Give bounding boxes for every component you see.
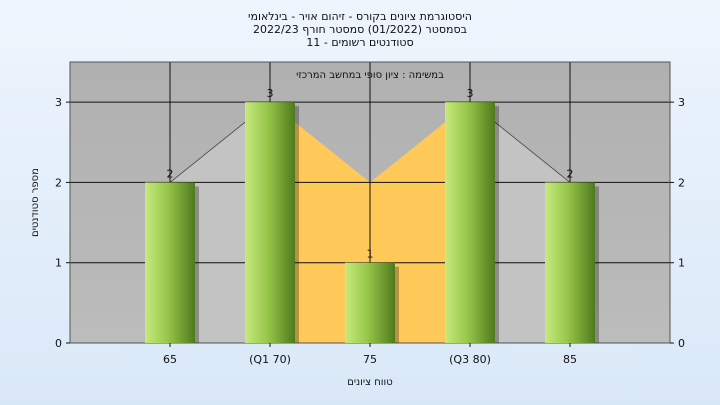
x-tick-label: 85 — [563, 353, 577, 366]
bar-(Q1 70) — [245, 102, 295, 344]
data-label: 3 — [267, 87, 274, 100]
chart-subtitle: במשימה : ציון סופי במחשב המרכזי — [296, 70, 444, 81]
chart-title: היסטוגרמת ציונים בקורס - זיהום אויר - בי… — [0, 10, 720, 49]
y-tick-label-right: 1 — [678, 257, 685, 270]
x-tick-label: (Q3 80) — [449, 353, 491, 366]
y-tick-label-right: 2 — [678, 176, 685, 189]
y-tick-label-left: 0 — [55, 337, 62, 350]
data-label: 3 — [467, 87, 474, 100]
bar-(Q3 80) — [445, 102, 495, 344]
y-axis-title: מספר סטודנטים — [30, 168, 41, 237]
y-tick-label-right: 0 — [678, 337, 685, 350]
y-tick-label-left: 2 — [55, 176, 62, 189]
data-label: 1 — [367, 248, 374, 261]
data-label: 2 — [167, 167, 174, 180]
x-tick-label: (Q1 70) — [249, 353, 291, 366]
x-tick-label: 65 — [163, 353, 177, 366]
y-tick-label-left: 3 — [55, 96, 62, 109]
chart-title-line-1: היסטוגרמת ציונים בקורס - זיהום אויר - בי… — [248, 10, 472, 23]
data-label: 2 — [567, 167, 574, 180]
bar-75 — [345, 262, 395, 343]
y-tick-label-right: 3 — [678, 96, 685, 109]
chart-title-line-3: סטודנטים רשומים - 11 — [306, 36, 414, 49]
x-axis-title: טווח ציונים — [347, 377, 392, 388]
bar-85 — [545, 182, 595, 343]
x-tick-label: 75 — [363, 353, 377, 366]
y-tick-label-left: 1 — [55, 257, 62, 270]
chart-title-line-2: בסמסטר (01/2022) סמסטר חורף 2022/23 — [253, 23, 467, 36]
bar-65 — [145, 182, 195, 343]
